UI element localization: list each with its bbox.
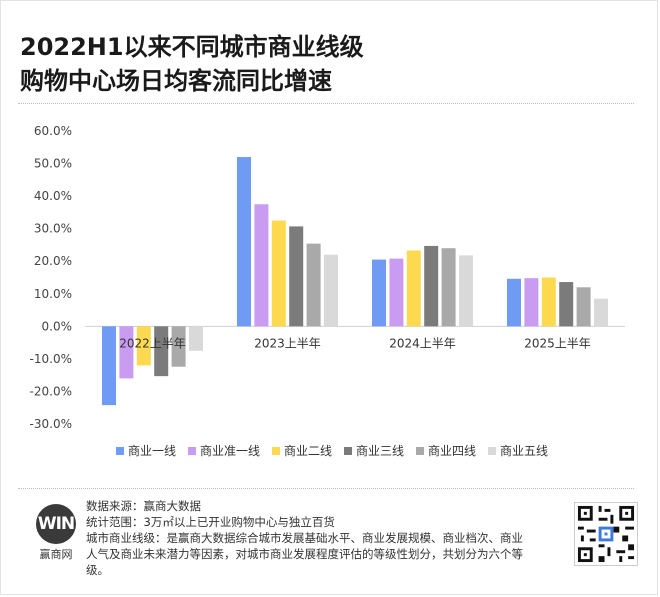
bar (254, 204, 269, 327)
legend-label: 商业四线 (428, 443, 476, 458)
data-source-note: 数据来源：赢商大数据 (86, 499, 201, 513)
legend-label: 商业准一线 (200, 443, 260, 458)
bar (459, 255, 473, 327)
bar (237, 157, 251, 327)
bar (424, 245, 439, 327)
bottom-separator (18, 488, 634, 489)
x-category-label: 2024上半年 (389, 336, 456, 350)
title-line-2: 购物中心场日均客流同比增速 (20, 67, 332, 95)
y-tick-label: 60.0% (34, 124, 72, 138)
x-category-label: 2022上半年 (119, 336, 186, 350)
bar (119, 326, 134, 379)
bar (541, 277, 556, 327)
legend-label: 商业五线 (500, 443, 548, 458)
bar (189, 326, 203, 351)
legend-label: 商业二线 (284, 443, 332, 458)
chart-title: 2022H1以来不同城市商业线级 购物中心场日均客流同比增速 (20, 30, 620, 98)
legend-swatch (344, 447, 352, 455)
bar (524, 278, 539, 327)
footnotes: 数据来源：赢商大数据 统计范围：3万㎡以上已开业购物中心与独立百货 城市商业线级… (86, 498, 526, 578)
scope-note: 统计范围：3万㎡以上已开业购物中心与独立百货 (86, 515, 335, 529)
legend-label: 商业一线 (128, 443, 176, 458)
y-tick-label: 50.0% (34, 157, 72, 171)
bar (102, 326, 116, 406)
legend-swatch (416, 447, 424, 455)
legend-label: 商业三线 (356, 443, 404, 458)
bar (271, 220, 286, 327)
bar (507, 278, 521, 327)
bar (171, 326, 186, 367)
y-tick-label: 30.0% (34, 222, 72, 236)
bar (306, 243, 321, 327)
bar (441, 248, 456, 327)
legend-swatch (488, 447, 496, 455)
logo-mark: WIN (36, 504, 76, 544)
footer: WIN 赢商网 数据来源：赢商大数据 统计范围：3万㎡以上已开业购物中心与独立百… (16, 496, 644, 592)
x-category-label: 2023上半年 (254, 336, 321, 350)
legend-swatch (116, 447, 124, 455)
bar (389, 258, 404, 327)
legend-swatch (188, 447, 196, 455)
bar (154, 326, 169, 377)
tier-definition-note: 城市商业线级：是赢商大数据综合城市发展基础水平、商业发展规模、商业档次、商业人气… (86, 531, 523, 577)
title-line-1: 2022H1以来不同城市商业线级 (20, 33, 364, 61)
y-tick-label: 10.0% (34, 287, 72, 301)
bar (372, 259, 386, 327)
logo-text: 赢商网 (39, 548, 73, 561)
brand-logo: WIN 赢商网 (30, 504, 82, 568)
y-tick-label: -20.0% (30, 384, 72, 398)
y-tick-label: -10.0% (30, 352, 72, 366)
bar (324, 254, 338, 327)
bar (559, 282, 574, 327)
bar (289, 226, 304, 327)
bar (406, 250, 421, 327)
x-category-label: 2025上半年 (524, 336, 591, 350)
y-tick-label: 20.0% (34, 254, 72, 268)
top-separator (18, 103, 634, 104)
bar-chart: 60.0% 50.0% 40.0% 30.0% 20.0% 10.0% 0.0% -10.0%… (30, 124, 625, 458)
y-tick-label: 0.0% (42, 319, 73, 333)
bar (576, 287, 591, 327)
y-tick-label: -30.0% (30, 417, 72, 431)
legend-swatch (272, 447, 280, 455)
bar (594, 298, 608, 327)
y-tick-label: 40.0% (34, 189, 72, 203)
qr-code-image (574, 502, 638, 566)
bar (136, 326, 151, 366)
